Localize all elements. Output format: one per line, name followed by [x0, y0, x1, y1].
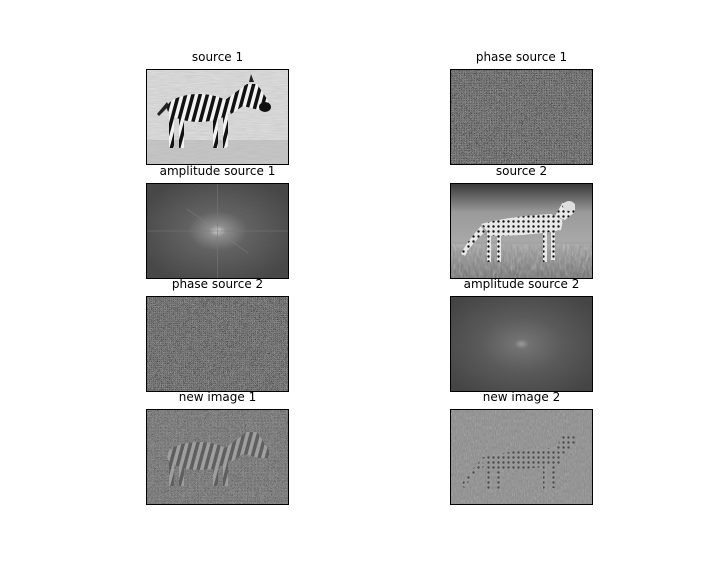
- phase-noise-image: [146, 296, 289, 392]
- panel-title: phase source 1: [475, 50, 568, 64]
- zebra-image: [146, 69, 289, 165]
- amplitude-spectrum-image: [450, 296, 593, 392]
- cheetah-reconstruction-image: [450, 409, 593, 505]
- panel-title: amplitude source 2: [463, 277, 580, 291]
- amplitude-spectrum-image: [146, 183, 289, 279]
- panel-title: phase source 2: [171, 277, 264, 291]
- panel-title: new image 2: [482, 390, 561, 404]
- panel-title: source 2: [495, 164, 548, 178]
- cheetah-image: [450, 183, 593, 279]
- panel-title: new image 1: [178, 390, 257, 404]
- panel-title: source 1: [191, 50, 244, 64]
- panel-title: amplitude source 1: [159, 164, 276, 178]
- phase-noise-image: [450, 69, 593, 165]
- zebra-reconstruction-image: [146, 409, 289, 505]
